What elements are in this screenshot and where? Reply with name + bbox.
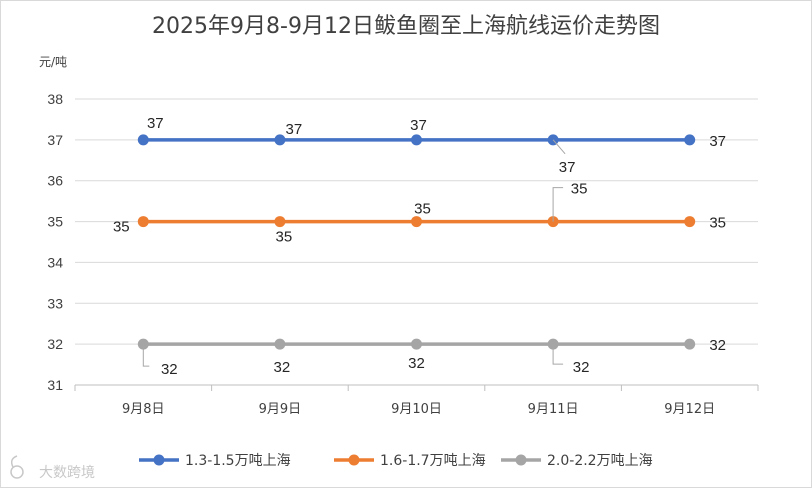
x-tick-label: 9月12日: [664, 402, 715, 417]
y-tick-label: 37: [47, 132, 63, 148]
legend-swatch-marker: [153, 454, 165, 466]
x-tick-label: 9月10日: [391, 402, 442, 417]
legend-swatch-marker: [515, 454, 527, 466]
logo-icon: [10, 455, 24, 479]
data-label: 32: [408, 355, 425, 372]
data-point: [684, 338, 696, 350]
y-tick-label: 32: [47, 336, 63, 352]
y-axis-unit: 元/吨: [39, 55, 67, 69]
label-leader: [142, 344, 150, 367]
y-tick-label: 34: [47, 254, 63, 270]
y-tick-label: 33: [47, 295, 63, 311]
data-point: [137, 134, 149, 146]
x-tick-label: 9月11日: [528, 402, 579, 417]
y-tick-label: 38: [47, 91, 63, 107]
data-label: 35: [276, 229, 293, 246]
data-label: 37: [147, 115, 164, 132]
data-labels: 37 37 37 37 37 35 35 35 35 35 32 32 32 32 32: [113, 115, 726, 378]
x-tick-label: 9月9日: [259, 402, 302, 417]
data-point: [684, 134, 696, 146]
data-label: 32: [161, 361, 178, 378]
x-tick-label: 9月8日: [122, 402, 165, 417]
data-label: 32: [573, 359, 590, 376]
watermark: 大数跨境: [10, 455, 95, 481]
data-point: [274, 338, 286, 350]
data-label: 35: [414, 201, 431, 218]
data-point: [411, 134, 422, 146]
legend: 1.3-1.5万吨上海 1.6-1.7万吨上海 2.0-2.2万吨上海: [139, 453, 653, 469]
label-leader: [552, 139, 566, 155]
legend-label: 1.3-1.5万吨上海: [185, 453, 291, 469]
data-point: [274, 134, 286, 146]
data-label: 35: [113, 219, 130, 236]
data-label: 35: [571, 181, 588, 198]
y-tick-label: 36: [47, 173, 63, 189]
label-leader: [552, 187, 564, 222]
label-leader: [552, 344, 564, 365]
y-tick-label: 31: [47, 377, 63, 393]
series-layer: [137, 134, 696, 350]
y-tick-label: 35: [47, 214, 63, 230]
legend-label: 1.6-1.7万吨上海: [380, 453, 486, 469]
chart-title: 2025年9月8-9月12日鲅鱼圈至上海航线运价走势图: [152, 14, 660, 39]
data-point: [411, 338, 422, 350]
data-point: [411, 216, 422, 228]
data-label: 37: [709, 133, 726, 150]
legend-swatch-marker: [348, 454, 360, 466]
axes: 31 32 33 34 35 36 37 38 9月8日 9月9日 9月10日 9月11日 9月12日: [47, 91, 759, 417]
data-label: 32: [709, 337, 726, 354]
watermark-text: 大数跨境: [39, 465, 95, 481]
data-point: [274, 216, 286, 228]
data-label: 37: [559, 159, 576, 176]
data-point: [684, 216, 696, 228]
data-label: 35: [709, 215, 726, 232]
data-label: 37: [286, 121, 303, 138]
legend-label: 2.0-2.2万吨上海: [547, 453, 653, 469]
data-point: [137, 216, 149, 228]
data-label: 32: [274, 359, 291, 376]
data-label: 37: [410, 117, 427, 134]
